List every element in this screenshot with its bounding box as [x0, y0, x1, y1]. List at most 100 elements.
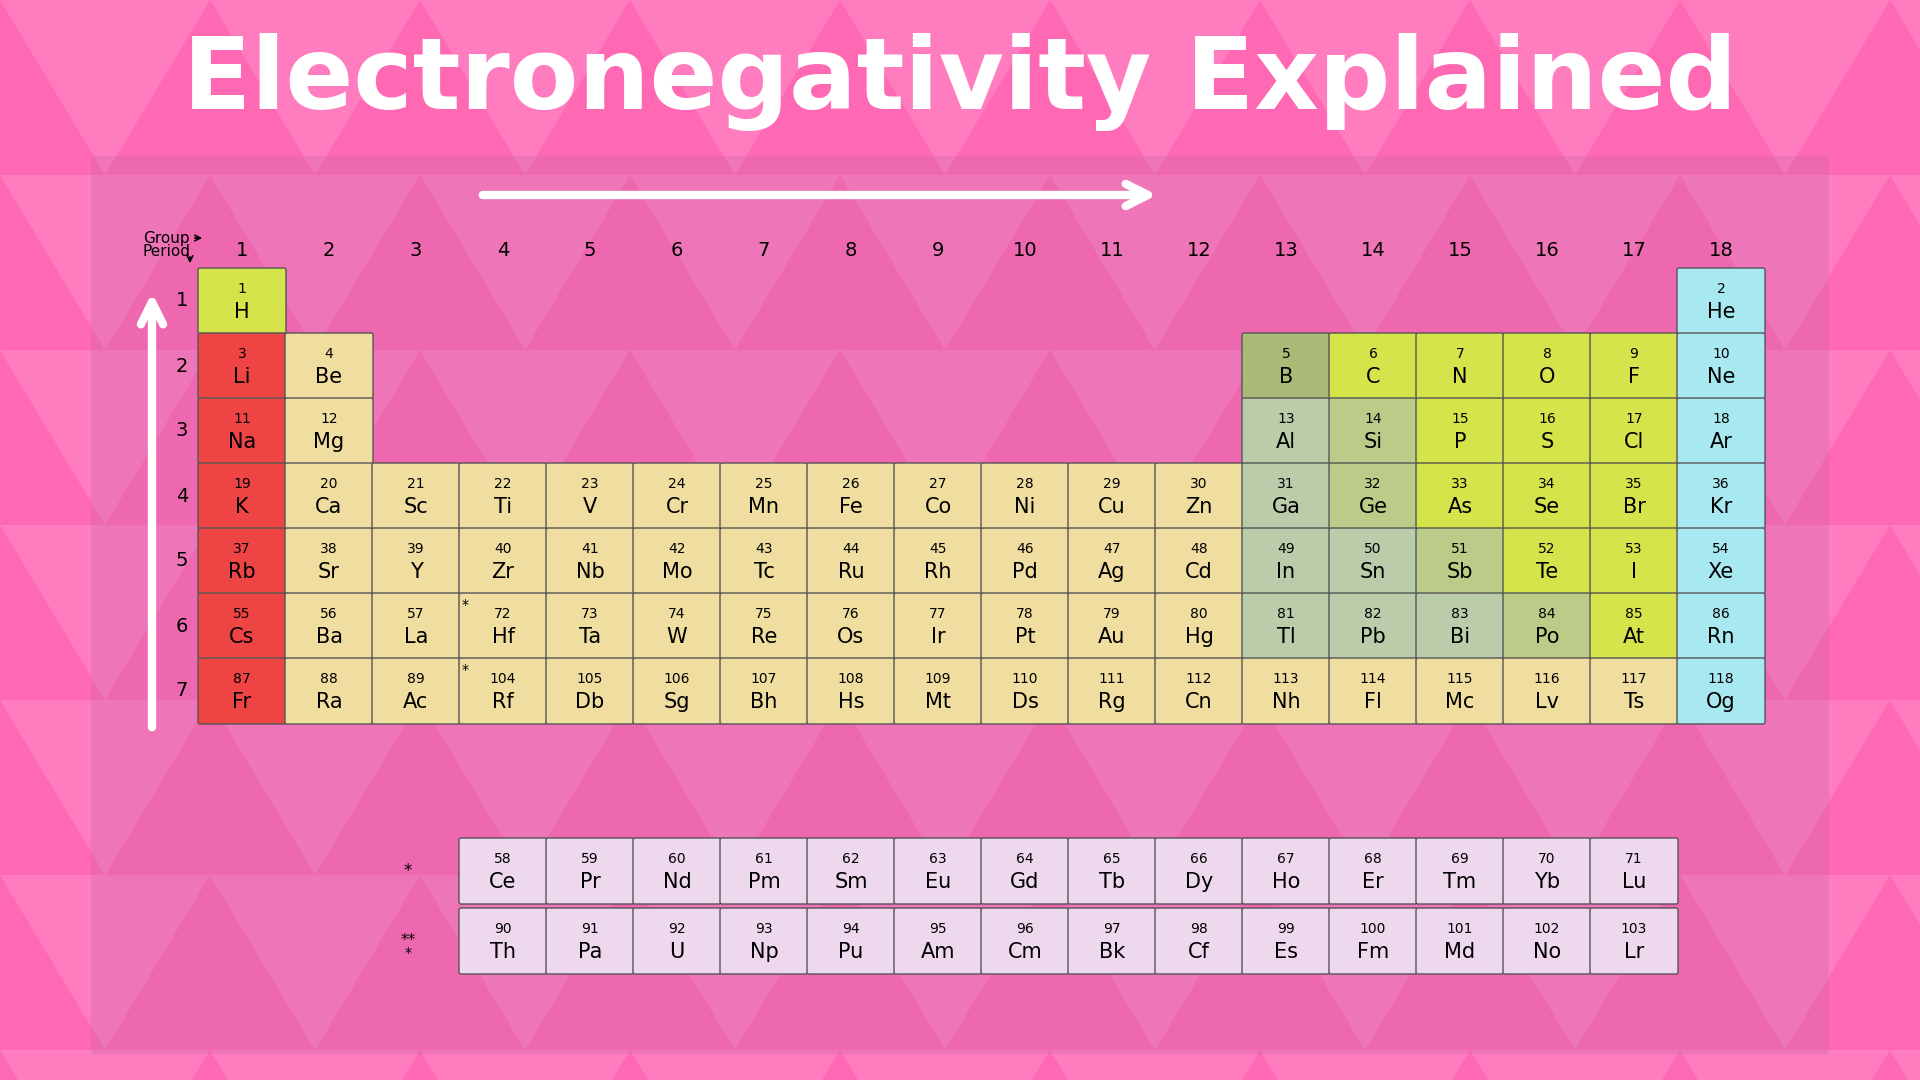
Text: Ir: Ir — [931, 627, 945, 647]
FancyBboxPatch shape — [1242, 463, 1331, 529]
FancyBboxPatch shape — [545, 463, 634, 529]
Text: Bh: Bh — [751, 692, 778, 712]
Text: Sn: Sn — [1359, 563, 1386, 582]
FancyBboxPatch shape — [545, 838, 634, 904]
FancyBboxPatch shape — [545, 658, 634, 724]
Polygon shape — [841, 175, 1050, 350]
Text: Dy: Dy — [1185, 873, 1213, 892]
FancyBboxPatch shape — [1417, 333, 1503, 399]
Text: Rh: Rh — [924, 563, 952, 582]
Text: 8: 8 — [1542, 347, 1551, 361]
FancyBboxPatch shape — [459, 593, 547, 659]
Polygon shape — [1471, 175, 1680, 350]
Polygon shape — [420, 875, 630, 1050]
FancyBboxPatch shape — [1417, 528, 1503, 594]
FancyBboxPatch shape — [1590, 838, 1678, 904]
Polygon shape — [1050, 350, 1260, 525]
Text: 44: 44 — [843, 541, 860, 555]
Text: 12: 12 — [1187, 241, 1212, 259]
Text: 81: 81 — [1277, 607, 1294, 621]
Text: 99: 99 — [1277, 921, 1294, 935]
Polygon shape — [420, 1050, 630, 1080]
Text: No: No — [1532, 942, 1561, 962]
FancyBboxPatch shape — [1242, 399, 1331, 464]
Text: 41: 41 — [582, 541, 599, 555]
Text: I: I — [1630, 563, 1638, 582]
Polygon shape — [420, 350, 630, 525]
Text: Po: Po — [1534, 627, 1559, 647]
Polygon shape — [1471, 875, 1680, 1050]
FancyBboxPatch shape — [90, 156, 1830, 1054]
Text: Rn: Rn — [1707, 627, 1736, 647]
FancyBboxPatch shape — [1417, 463, 1503, 529]
Text: 118: 118 — [1707, 672, 1734, 686]
Text: 45: 45 — [929, 541, 947, 555]
Text: As: As — [1448, 497, 1473, 517]
FancyBboxPatch shape — [1590, 593, 1678, 659]
Text: Np: Np — [749, 942, 778, 962]
FancyBboxPatch shape — [1676, 333, 1764, 399]
Text: 112: 112 — [1187, 672, 1212, 686]
Text: 15: 15 — [1452, 411, 1469, 426]
Text: He: He — [1707, 302, 1736, 322]
Text: Lu: Lu — [1622, 873, 1645, 892]
Polygon shape — [1260, 875, 1471, 1050]
Text: 40: 40 — [493, 541, 513, 555]
Text: 8: 8 — [845, 241, 856, 259]
FancyBboxPatch shape — [1590, 333, 1678, 399]
Text: 47: 47 — [1104, 541, 1121, 555]
Text: 65: 65 — [1104, 852, 1121, 865]
Text: 33: 33 — [1452, 476, 1469, 490]
Text: 27: 27 — [929, 476, 947, 490]
Text: B: B — [1279, 367, 1294, 387]
FancyBboxPatch shape — [1156, 463, 1242, 529]
FancyBboxPatch shape — [1068, 658, 1156, 724]
Text: Sr: Sr — [319, 563, 340, 582]
FancyBboxPatch shape — [1242, 333, 1331, 399]
FancyBboxPatch shape — [284, 399, 372, 464]
Text: Te: Te — [1536, 563, 1559, 582]
FancyBboxPatch shape — [1329, 463, 1417, 529]
FancyBboxPatch shape — [1068, 838, 1156, 904]
Text: 10: 10 — [1012, 241, 1037, 259]
Text: Tb: Tb — [1098, 873, 1125, 892]
Polygon shape — [1050, 525, 1260, 700]
FancyBboxPatch shape — [1329, 908, 1417, 974]
Text: Ta: Ta — [580, 627, 601, 647]
Text: 93: 93 — [755, 921, 774, 935]
Text: 86: 86 — [1713, 607, 1730, 621]
Text: Eu: Eu — [925, 873, 950, 892]
Text: 61: 61 — [755, 852, 774, 865]
Text: Mn: Mn — [749, 497, 780, 517]
Text: 104: 104 — [490, 672, 516, 686]
Text: Sc: Sc — [403, 497, 428, 517]
Text: U: U — [670, 942, 685, 962]
Text: 21: 21 — [407, 476, 424, 490]
FancyBboxPatch shape — [1329, 658, 1417, 724]
FancyBboxPatch shape — [981, 658, 1069, 724]
Text: Mc: Mc — [1446, 692, 1475, 712]
Text: 5: 5 — [1283, 347, 1290, 361]
Polygon shape — [209, 1050, 420, 1080]
FancyBboxPatch shape — [198, 658, 286, 724]
Polygon shape — [1260, 525, 1471, 700]
Text: Ca: Ca — [315, 497, 342, 517]
FancyBboxPatch shape — [1417, 593, 1503, 659]
FancyBboxPatch shape — [459, 908, 547, 974]
Text: Y: Y — [409, 563, 422, 582]
FancyBboxPatch shape — [198, 399, 286, 464]
Text: C: C — [1365, 367, 1380, 387]
Polygon shape — [1680, 350, 1889, 525]
FancyBboxPatch shape — [1242, 528, 1331, 594]
FancyBboxPatch shape — [634, 593, 722, 659]
Text: Zr: Zr — [492, 563, 515, 582]
Text: Fl: Fl — [1363, 692, 1382, 712]
FancyBboxPatch shape — [981, 528, 1069, 594]
Polygon shape — [1889, 700, 1920, 875]
Text: 48: 48 — [1190, 541, 1208, 555]
Text: 82: 82 — [1365, 607, 1382, 621]
Text: *: * — [403, 862, 413, 880]
FancyBboxPatch shape — [1590, 463, 1678, 529]
Polygon shape — [1889, 875, 1920, 1050]
Text: At: At — [1622, 627, 1645, 647]
